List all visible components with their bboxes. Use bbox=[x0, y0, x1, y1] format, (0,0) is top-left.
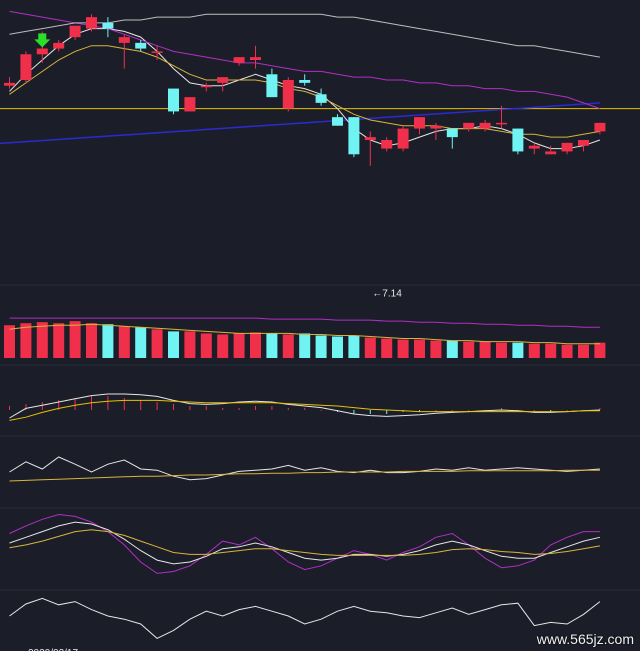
candle-body bbox=[4, 82, 15, 86]
volume-bar bbox=[151, 329, 163, 358]
candle-body bbox=[168, 88, 179, 112]
candle-body bbox=[151, 51, 163, 53]
kdj-line-1 bbox=[9, 521, 601, 565]
candle-body bbox=[528, 145, 540, 149]
low-annotation: ←7.14 bbox=[372, 289, 402, 300]
candle-body bbox=[496, 122, 507, 125]
candle-body bbox=[135, 42, 147, 49]
candle-body bbox=[266, 74, 278, 98]
volume-bar bbox=[528, 343, 540, 358]
candle-body bbox=[299, 80, 311, 83]
indicator-line-0 bbox=[9, 456, 600, 481]
candle-body bbox=[53, 42, 65, 49]
volume-bar bbox=[184, 331, 196, 358]
candle-body bbox=[184, 97, 196, 112]
volume-bar bbox=[86, 323, 97, 358]
volume-bar bbox=[135, 327, 147, 358]
volume-ma-line-0 bbox=[9, 317, 600, 328]
kdj-line-2 bbox=[9, 529, 600, 556]
volume-bar bbox=[364, 337, 376, 358]
candle-body bbox=[594, 122, 606, 132]
volume-bar bbox=[102, 324, 114, 358]
volume-bar bbox=[348, 335, 360, 358]
volume-bar bbox=[397, 339, 409, 358]
volume-bar bbox=[299, 333, 311, 358]
volume-bar bbox=[217, 334, 229, 358]
volume-bar bbox=[250, 332, 261, 358]
candle-body bbox=[20, 54, 32, 80]
volume-bar bbox=[578, 344, 589, 358]
candle-body bbox=[200, 85, 212, 88]
macd-line-1 bbox=[9, 399, 600, 421]
candle-body bbox=[479, 122, 491, 129]
candle-body bbox=[397, 128, 409, 149]
candle-body bbox=[86, 17, 97, 29]
volume-bar bbox=[512, 342, 524, 358]
volume-bar bbox=[332, 336, 343, 358]
volume-bar bbox=[545, 343, 557, 358]
volume-bar bbox=[315, 335, 327, 358]
candle-body bbox=[102, 22, 114, 29]
volume-bar bbox=[118, 326, 130, 358]
volume-bar bbox=[561, 344, 573, 358]
volume-bar bbox=[36, 322, 48, 358]
candle-body bbox=[414, 117, 425, 129]
candle-body bbox=[463, 122, 475, 129]
trendline bbox=[0, 102, 600, 145]
candle-body bbox=[118, 37, 130, 43]
volume-bar bbox=[496, 342, 507, 358]
indicator-line-1 bbox=[9, 469, 600, 482]
candle-body bbox=[561, 142, 573, 152]
candle-body bbox=[381, 140, 393, 149]
volume-bar bbox=[479, 341, 491, 358]
watermark: www.565jz.com bbox=[536, 631, 634, 647]
candle-body bbox=[446, 128, 458, 138]
volume-bar bbox=[463, 341, 475, 358]
macd-line-0 bbox=[9, 393, 600, 419]
volume-bar bbox=[594, 342, 606, 358]
date-label: 2020/02/17 bbox=[28, 648, 78, 651]
candle-body bbox=[512, 128, 524, 152]
price-ma-line-3 bbox=[9, 13, 600, 58]
volume-bar bbox=[414, 339, 425, 358]
candle-body bbox=[315, 94, 327, 103]
candle-body bbox=[217, 77, 229, 83]
volume-bar bbox=[69, 321, 81, 358]
candle-body bbox=[233, 57, 245, 63]
volume-bar bbox=[4, 325, 15, 358]
volume-bar bbox=[20, 323, 32, 358]
volume-bar bbox=[53, 323, 65, 358]
candle-body bbox=[430, 125, 442, 129]
volume-bar bbox=[266, 333, 278, 358]
candle-body bbox=[250, 57, 261, 60]
candle-body bbox=[69, 25, 81, 38]
candle-body bbox=[282, 80, 294, 109]
price-ma-line-0 bbox=[9, 28, 601, 150]
volume-bar bbox=[381, 338, 393, 358]
arrow-down-icon bbox=[34, 33, 51, 48]
volume-bar bbox=[233, 333, 245, 358]
volume-ma-line-1 bbox=[9, 323, 600, 345]
kdj-line-0 bbox=[9, 513, 600, 574]
candle-body bbox=[578, 140, 589, 146]
price-ma-line-1 bbox=[9, 45, 600, 138]
candle-body bbox=[364, 137, 376, 140]
volume-bar bbox=[282, 334, 294, 358]
candle-body bbox=[332, 117, 343, 126]
candle-body bbox=[36, 48, 48, 55]
candle-body bbox=[348, 117, 360, 155]
candle-body bbox=[545, 151, 557, 155]
volume-bar bbox=[200, 333, 212, 358]
volume-bar bbox=[446, 340, 458, 358]
volume-bar bbox=[430, 340, 442, 358]
price-ma-line-2 bbox=[9, 10, 601, 110]
oscillator-line-0 bbox=[9, 597, 601, 639]
volume-bar bbox=[168, 331, 179, 358]
